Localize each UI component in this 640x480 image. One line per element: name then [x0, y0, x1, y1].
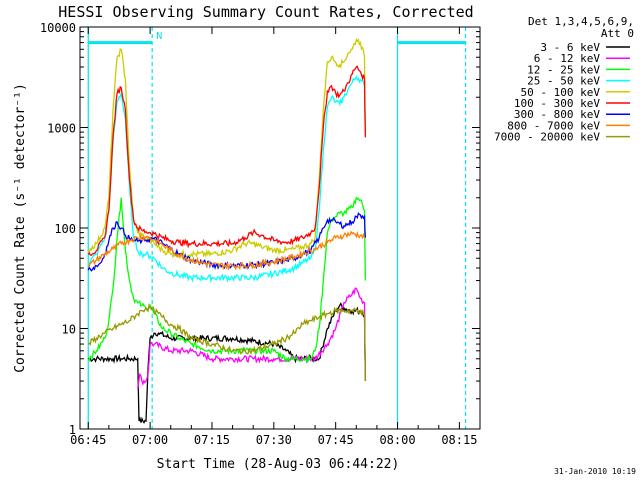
y-axis: 1 10 100 1000 10000	[40, 21, 480, 437]
series-line-2	[137, 287, 367, 390]
legend-label-8: 800 - 7000 keV	[507, 119, 600, 132]
x-tick-label-3: 07:15	[194, 433, 230, 447]
x-tick-label-7: 08:15	[441, 433, 477, 447]
x-tick-label-1: 06:45	[70, 433, 106, 447]
series-line-1	[88, 302, 367, 424]
legend-label-4: 25 - 50 keV	[527, 75, 600, 88]
x-tick-label-6: 08:00	[379, 433, 415, 447]
legend-label-9: 7000 - 20000 keV	[494, 131, 600, 144]
legend-header-line-1: Det 1,3,4,5,6,9,	[528, 15, 634, 28]
legend-label-3: 12 - 25 keV	[527, 63, 600, 76]
x-tick-label-2: 07:00	[132, 433, 168, 447]
legend-label-6: 100 - 300 keV	[514, 97, 600, 110]
series-line-6	[87, 65, 367, 257]
legend-label-7: 300 - 800 keV	[514, 108, 600, 121]
marker-label: N	[156, 31, 162, 42]
x-tick-label-5: 07:45	[318, 433, 354, 447]
x-axis-label: Start Time (28-Aug-03 06:44:22)	[157, 457, 400, 472]
y-tick-label-1: 1	[69, 423, 76, 437]
y-axis-label: Corrected Count Rate (s⁻¹ detector⁻¹)	[13, 83, 28, 373]
plot-area: N	[87, 27, 467, 429]
y-tick-label-3: 100	[54, 222, 76, 236]
legend-label-2: 6 - 12 keV	[534, 52, 601, 65]
legend-label-1: 3 - 6 keV	[540, 41, 600, 54]
legend-header-line-2: Att 0	[601, 27, 634, 40]
chart-title: HESSI Observing Summary Count Rates, Cor…	[58, 3, 473, 21]
y-tick-label-5: 10000	[40, 21, 76, 35]
x-axis: 06:45 07:00 07:15 07:30 07:45 08:00 08:15	[70, 27, 477, 447]
y-tick-label-2: 10	[62, 323, 76, 337]
legend-label-5: 50 - 100 keV	[521, 86, 601, 99]
y-tick-label-4: 1000	[47, 122, 76, 136]
x-tick-label-4: 07:30	[256, 433, 292, 447]
series-line-8	[87, 230, 366, 271]
series-line-9	[87, 302, 367, 382]
generation-timestamp: 31-Jan-2010 10:19	[554, 467, 636, 476]
